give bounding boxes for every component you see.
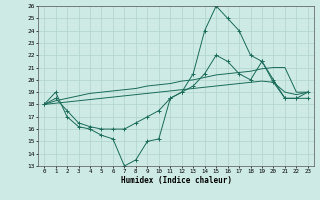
X-axis label: Humidex (Indice chaleur): Humidex (Indice chaleur) [121,176,231,185]
